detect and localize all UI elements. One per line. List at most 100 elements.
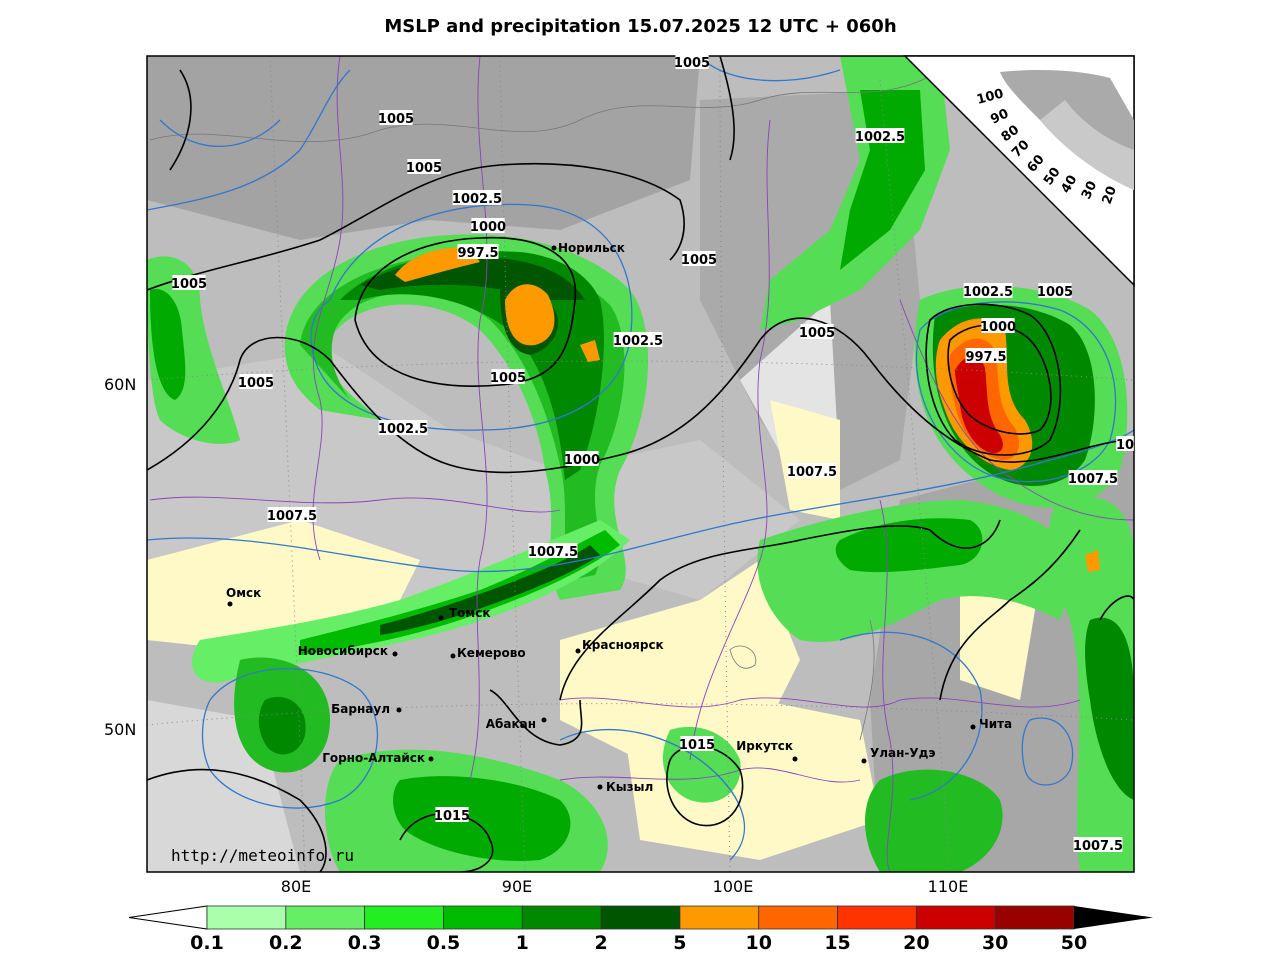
- colorbar-swatch: [915, 905, 996, 930]
- isobar-label-bg: [675, 54, 709, 69]
- isobar-label-bg: [965, 348, 1007, 363]
- chart-title: MSLP and precipitation 15.07.2025 12 UTC…: [384, 16, 897, 37]
- cloud-scale-label: 100: [975, 86, 1005, 108]
- colorbar: 0.1 0.2 0.3 0.5 1 2 5 10 15 20 30 50: [128, 905, 1153, 954]
- isobar-label-bg: [528, 543, 578, 558]
- isobar-label-bg: [457, 244, 499, 259]
- isobar-label: 1005: [378, 112, 414, 127]
- city-label: Кемерово: [457, 646, 526, 660]
- colorbar-tick-label: 0.1: [190, 932, 224, 954]
- isobar-label: 1005: [171, 277, 207, 292]
- isobar-label: 1000: [980, 320, 1016, 335]
- city-dot: [575, 648, 581, 654]
- city-dot: [428, 756, 434, 762]
- isobar-label-bg: [613, 332, 663, 347]
- cloud-cover-legend: 100 90 80 70 60 50 40 30 20: [903, 55, 1135, 287]
- colorbar-swatch: [364, 905, 444, 930]
- isobar-label-bg: [378, 420, 428, 435]
- city-dot: [970, 724, 976, 730]
- isobar-label-bg: [379, 110, 413, 125]
- isobar-label: 997.5: [965, 350, 1006, 365]
- isobar-label-bg: [172, 275, 206, 290]
- map-frame: [146, 55, 1135, 873]
- city-dot: [792, 756, 798, 762]
- isobar-label-bg: [471, 218, 505, 233]
- colorbar-under-triangle: [128, 905, 208, 930]
- city-label: Горно-Алтайск: [322, 751, 425, 765]
- isobar-label-bg: [855, 128, 905, 143]
- cloud-scale-label: 90: [988, 106, 1011, 127]
- isobar-label: 1002.5: [452, 192, 502, 207]
- isobar-label: 1002.5: [378, 422, 428, 437]
- city-dot: [438, 615, 444, 621]
- colorbar-tick-label: 20: [903, 932, 929, 954]
- colorbar-swatch: [837, 905, 917, 930]
- colorbar-tick-label: 5: [673, 932, 686, 954]
- colorbar-swatch: [521, 905, 602, 930]
- isobar-label-bg: [682, 251, 716, 266]
- city-label: Барнаул: [331, 702, 390, 716]
- isobar-labels: 1005 1005 1005 1002.5 1000 997.5 1005 1005 1002.…: [171, 54, 1134, 854]
- isobar-label-bg: [267, 507, 317, 522]
- colorbar-tick-label: 30: [982, 932, 1008, 954]
- lon-label-90e: 90E: [502, 877, 532, 896]
- isobar-label: 1005: [406, 161, 442, 176]
- isobar-label: 1000: [470, 220, 506, 235]
- isobar-label-bg: [981, 318, 1015, 333]
- isobar-label-bg: [239, 374, 273, 389]
- isobar-label: 997.5: [457, 246, 498, 261]
- isobar-label-bg: [680, 736, 714, 751]
- isobar-label: 1005: [799, 326, 835, 341]
- lon-label-110e: 110E: [928, 877, 969, 896]
- lon-label-80e: 80E: [281, 877, 311, 896]
- admin-borders: [149, 56, 1134, 872]
- colorbar-swatch: [758, 905, 838, 930]
- city-dot: [392, 651, 398, 657]
- isobars-black: [147, 56, 1134, 872]
- colorbar-swatch: [679, 905, 760, 930]
- isobar-label: 1005: [681, 253, 717, 268]
- isobar-label: 1015: [434, 809, 470, 824]
- isobar-label-bg: [963, 283, 1013, 298]
- isobar-label-bg: [1073, 837, 1123, 852]
- colorbar-tick-label: 1: [516, 932, 529, 954]
- isobar-label: 1007.5: [1068, 472, 1118, 487]
- city-label: Улан-Удэ: [870, 746, 935, 760]
- city-dot: [396, 707, 402, 713]
- isobar-label-bg: [1068, 470, 1118, 485]
- city-label: Абакан: [486, 717, 536, 731]
- isobar-label-bg: [787, 463, 837, 478]
- city-label: Иркутск: [736, 739, 793, 753]
- colorbar-tick-label: 10: [746, 932, 772, 954]
- city-label: Кызыл: [606, 780, 653, 794]
- city-label: Красноярск: [582, 638, 664, 652]
- isobar-label-bg: [800, 324, 834, 339]
- isobar-label-bg: [435, 807, 469, 822]
- colorbar-swatch: [443, 905, 523, 930]
- cloud-scale-label: 30: [1079, 179, 1100, 202]
- colorbar-tick-label: 2: [594, 932, 607, 954]
- colorbar-tick-label: 0.2: [269, 932, 303, 954]
- city-label: Норильск: [558, 241, 625, 255]
- isobar-label-bg: [407, 159, 441, 174]
- colorbar-swatch: [206, 905, 287, 930]
- colorbar-swatch: [600, 905, 681, 930]
- cloud-scale-label: 20: [1100, 184, 1120, 206]
- isobar-label: 1000: [564, 453, 600, 468]
- isobar-label-bg: [1116, 436, 1134, 451]
- colorbar-tick-label: 15: [824, 932, 850, 954]
- isobar-label-bg: [452, 190, 502, 205]
- isobar-label: 1007.5: [1073, 839, 1123, 854]
- city-markers: Норильск Омск Томск Новосибирск Кемерово Крас…: [226, 241, 1012, 794]
- isobar-label-bg: [565, 451, 599, 466]
- isobar-label: 1007.5: [528, 545, 578, 560]
- lat-label-60n: 60N: [104, 375, 136, 394]
- city-label: Чита: [979, 717, 1012, 731]
- lat-label-50n: 50N: [104, 720, 136, 739]
- isobar-label: 1002.5: [855, 130, 905, 145]
- city-dot: [541, 717, 547, 723]
- isobar-label: 1005: [674, 56, 710, 71]
- city-dot: [551, 245, 557, 251]
- isobars-blue: [147, 56, 1134, 861]
